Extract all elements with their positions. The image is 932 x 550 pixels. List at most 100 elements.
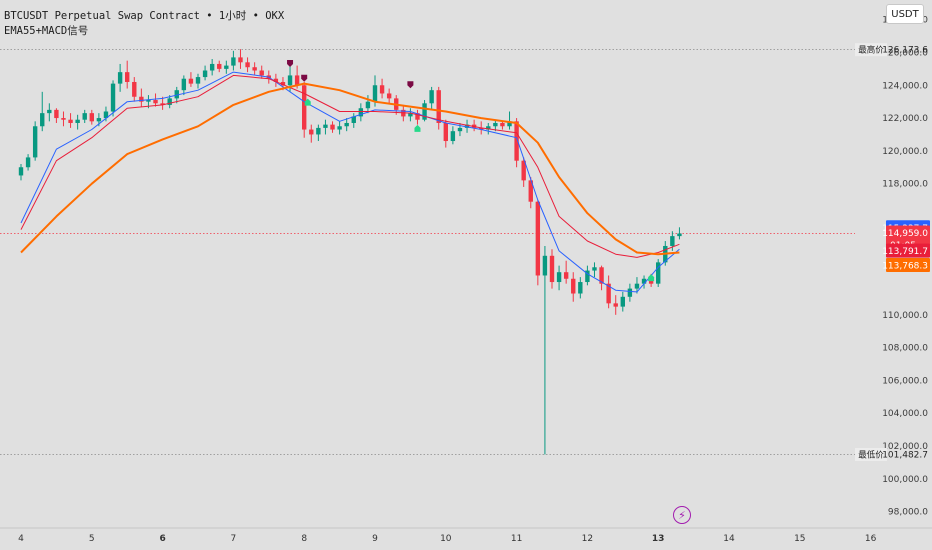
candle-body (323, 124, 328, 128)
candle-body (280, 81, 286, 86)
price-tag-value: 114,959.0 (882, 229, 928, 239)
candle-body (493, 122, 498, 127)
candle-body (174, 90, 179, 99)
candle-body (273, 78, 279, 82)
x-tick-label: 12 (582, 534, 593, 544)
candle-body (25, 157, 31, 168)
price-tag-value: 113,768.3 (882, 262, 928, 272)
high-price-line-tag-label: 最高价 (858, 45, 884, 56)
high-price-line-tag-value: 126,173.6 (882, 46, 928, 56)
candle-body (429, 90, 434, 104)
candle-body (670, 236, 675, 246)
candle-body (89, 113, 94, 122)
sell-marker (301, 74, 308, 82)
y-tick-label: 100,000.0 (882, 475, 928, 485)
low-price-line-tag-value: 101,482.7 (882, 450, 928, 460)
candle-body (259, 70, 264, 76)
candle-body (61, 118, 66, 120)
candle-body (103, 111, 109, 119)
currency-button[interactable]: USDT (886, 4, 924, 24)
x-tick-label: 13 (652, 534, 665, 544)
candle-body (188, 78, 194, 84)
candle-body (599, 267, 604, 284)
x-tick-label: 7 (231, 534, 237, 544)
candle-body (372, 85, 378, 102)
candle-body (563, 272, 569, 279)
x-tick-label: 15 (794, 534, 805, 544)
buy-marker (304, 98, 311, 106)
candle-body (167, 98, 172, 105)
candle-body (337, 126, 342, 130)
candle-body (231, 57, 236, 66)
candle-body (358, 108, 364, 117)
candle-body (302, 85, 307, 130)
candle-body (450, 131, 456, 142)
candle-body (245, 62, 250, 68)
candle-body (54, 109, 59, 119)
candle-body (606, 283, 611, 304)
candle-body (613, 303, 618, 307)
ema55-line (20, 82, 680, 256)
buy-marker (648, 274, 655, 282)
candle-body (217, 63, 222, 69)
y-tick-label: 120,000.0 (882, 147, 928, 157)
y-tick-label: 108,000.0 (882, 344, 928, 354)
candle-body (379, 85, 385, 94)
x-tick-label: 6 (159, 534, 165, 544)
candle-body (68, 119, 73, 123)
candle-body (125, 72, 130, 82)
candle-body (535, 201, 541, 276)
candle-body (96, 118, 102, 122)
candle-body (578, 282, 583, 294)
candle-body (641, 278, 647, 284)
candle-body (479, 127, 484, 130)
candle-body (238, 57, 243, 63)
candle-body (514, 121, 519, 161)
x-tick-label: 16 (865, 534, 877, 544)
candle-body (415, 113, 420, 120)
candle-body (422, 103, 427, 120)
x-tick-label: 10 (440, 534, 452, 544)
candle-body (330, 124, 335, 130)
candle-body (556, 272, 562, 283)
candle-body (309, 129, 314, 135)
y-tick-label: 122,000.0 (882, 114, 928, 124)
candle-body (528, 180, 533, 202)
y-tick-label: 126,000.0 (882, 48, 928, 58)
candle-body (500, 122, 505, 127)
candle-body (585, 270, 590, 283)
candle-body (316, 127, 321, 135)
x-tick-label: 4 (18, 534, 24, 544)
candle-body (627, 288, 633, 297)
candle-body (443, 122, 448, 142)
high-price-line-tag-bg (855, 43, 887, 57)
x-tick-label: 8 (301, 534, 307, 544)
candle-body (32, 126, 38, 158)
candle-body (436, 90, 441, 123)
y-tick-label: 124,000.0 (882, 81, 928, 91)
x-tick-label: 11 (511, 534, 522, 544)
candle-body (18, 167, 24, 176)
candle-body (47, 109, 52, 114)
ema-fast-line (20, 71, 680, 293)
candle-body (408, 113, 413, 117)
buy-marker (414, 124, 421, 132)
x-tick-label: 14 (723, 534, 735, 544)
candle-body (209, 63, 215, 71)
price-tag-bg (886, 243, 930, 258)
y-tick-label: 104,000.0 (882, 409, 928, 419)
candle-body (457, 127, 463, 132)
candle-body (110, 83, 116, 112)
candle-body (132, 81, 137, 97)
candle-body (507, 121, 512, 127)
ema-mid-line (20, 74, 680, 258)
candle-body (464, 124, 470, 128)
candle-body (195, 77, 201, 84)
candle-body (117, 72, 123, 84)
candle-body (202, 70, 208, 78)
candle-body (139, 96, 144, 102)
y-tick-label: 106,000.0 (882, 376, 928, 386)
sell-marker (287, 59, 294, 67)
lightning-icon[interactable]: ⚡ (673, 506, 691, 524)
